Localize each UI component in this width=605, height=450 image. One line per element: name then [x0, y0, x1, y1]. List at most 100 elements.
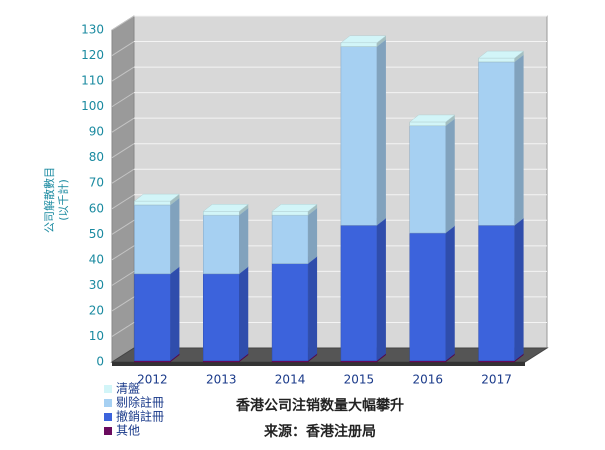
bar-front	[203, 214, 240, 275]
grid-line-side	[111, 270, 135, 286]
bar-side	[514, 218, 524, 361]
y-tick-label: 120	[81, 48, 104, 62]
bar-top	[477, 50, 525, 59]
bar-segment	[409, 118, 456, 234]
grid-line-side	[111, 168, 135, 184]
bar-top	[202, 204, 249, 212]
bar-segment	[477, 218, 525, 361]
y-tick-label: 0	[96, 355, 104, 369]
bar-side	[170, 353, 180, 362]
bar-front	[478, 61, 515, 226]
bar-segment	[340, 218, 387, 361]
bar-front	[134, 200, 171, 206]
grid-line-side	[111, 117, 135, 133]
bar-segment	[409, 114, 456, 127]
grid-line-side	[111, 245, 135, 261]
bar-side	[308, 256, 318, 361]
side-wall	[111, 15, 135, 363]
y-tick-label: 20	[89, 303, 104, 317]
bar-side	[170, 266, 180, 361]
bar-top	[340, 35, 387, 44]
legend-label: 剔除註冊	[116, 395, 164, 410]
bar-side	[308, 204, 318, 216]
bar-side	[445, 118, 455, 234]
bar-front	[409, 121, 446, 127]
y-tick-label: 40	[89, 252, 104, 266]
bar-side	[376, 35, 386, 47]
bar-segment	[340, 35, 387, 47]
legend-swatch	[104, 427, 112, 435]
bar-segment	[133, 266, 181, 361]
legend-swatch	[104, 385, 112, 393]
bar-side	[308, 208, 318, 264]
bar-segment	[409, 225, 456, 361]
grid-line-side	[111, 41, 135, 56]
bar-front	[340, 225, 378, 361]
y-tick-label: 50	[89, 227, 104, 241]
y-axis-label: 公司解散數目	[42, 167, 56, 233]
bar-side	[239, 353, 249, 362]
chart-title: 香港公司注销数量大幅攀升	[235, 397, 404, 414]
bar-side	[445, 114, 455, 126]
y-tick-label: 90	[89, 125, 104, 139]
bar-top	[409, 114, 456, 123]
bar-front	[478, 57, 515, 63]
grid-line-side	[111, 143, 135, 159]
bar-segment	[133, 193, 181, 206]
bar-front	[271, 263, 309, 361]
bar-front	[340, 42, 378, 47]
bar-front	[203, 273, 240, 361]
legend-label: 撤銷註冊	[116, 409, 164, 424]
bar-side	[514, 353, 524, 362]
bar-front	[271, 214, 309, 264]
bar-front	[271, 211, 309, 216]
bar-side	[445, 226, 455, 361]
bar-side	[239, 204, 249, 216]
bar-side	[514, 54, 524, 226]
bar-segment	[271, 207, 318, 264]
x-tick-label: 2014	[275, 373, 306, 387]
bar-side	[376, 218, 386, 361]
grid-line-side	[111, 66, 135, 82]
bar-top	[271, 204, 318, 212]
x-tick-label: 2013	[206, 373, 237, 387]
bar-side	[376, 39, 386, 226]
bar-front	[478, 225, 515, 361]
grid-line-side	[111, 92, 135, 108]
bar-segment	[271, 204, 318, 216]
grid-line-side	[111, 194, 135, 210]
bar-side	[239, 266, 249, 361]
bar-segment	[202, 266, 249, 361]
bar-front	[203, 211, 240, 216]
grid-line-side	[111, 15, 135, 31]
bar-segment	[133, 197, 181, 275]
y-tick-label: 10	[89, 329, 104, 343]
legend-label: 其他	[116, 424, 140, 438]
bar-segment	[271, 256, 318, 361]
y-axis-label: (以千計)	[56, 179, 70, 221]
x-tick-label: 2012	[137, 373, 168, 387]
bar-segment	[202, 204, 249, 216]
chart-subtitle: 来源：香港注册局	[263, 423, 376, 440]
grid-line-side	[111, 219, 135, 235]
bar-side	[170, 197, 180, 274]
y-tick-label: 70	[89, 176, 104, 190]
bar-side	[170, 194, 180, 205]
bar-front	[409, 125, 446, 234]
x-tick-label: 2016	[412, 373, 443, 387]
x-tick-label: 2015	[344, 373, 375, 387]
grid-line-side	[111, 322, 135, 337]
bar-front	[340, 46, 378, 226]
bar-segment	[340, 39, 387, 226]
bar-side	[308, 353, 318, 362]
x-tick-label: 2017	[481, 373, 512, 387]
legend-swatch	[104, 413, 112, 421]
bar-side	[376, 353, 386, 362]
bar-front	[134, 204, 171, 275]
y-tick-label: 80	[89, 150, 104, 164]
bar-side	[514, 51, 524, 62]
bar-front	[134, 273, 171, 361]
grid-line-side	[111, 296, 135, 312]
bar-side	[445, 353, 455, 362]
